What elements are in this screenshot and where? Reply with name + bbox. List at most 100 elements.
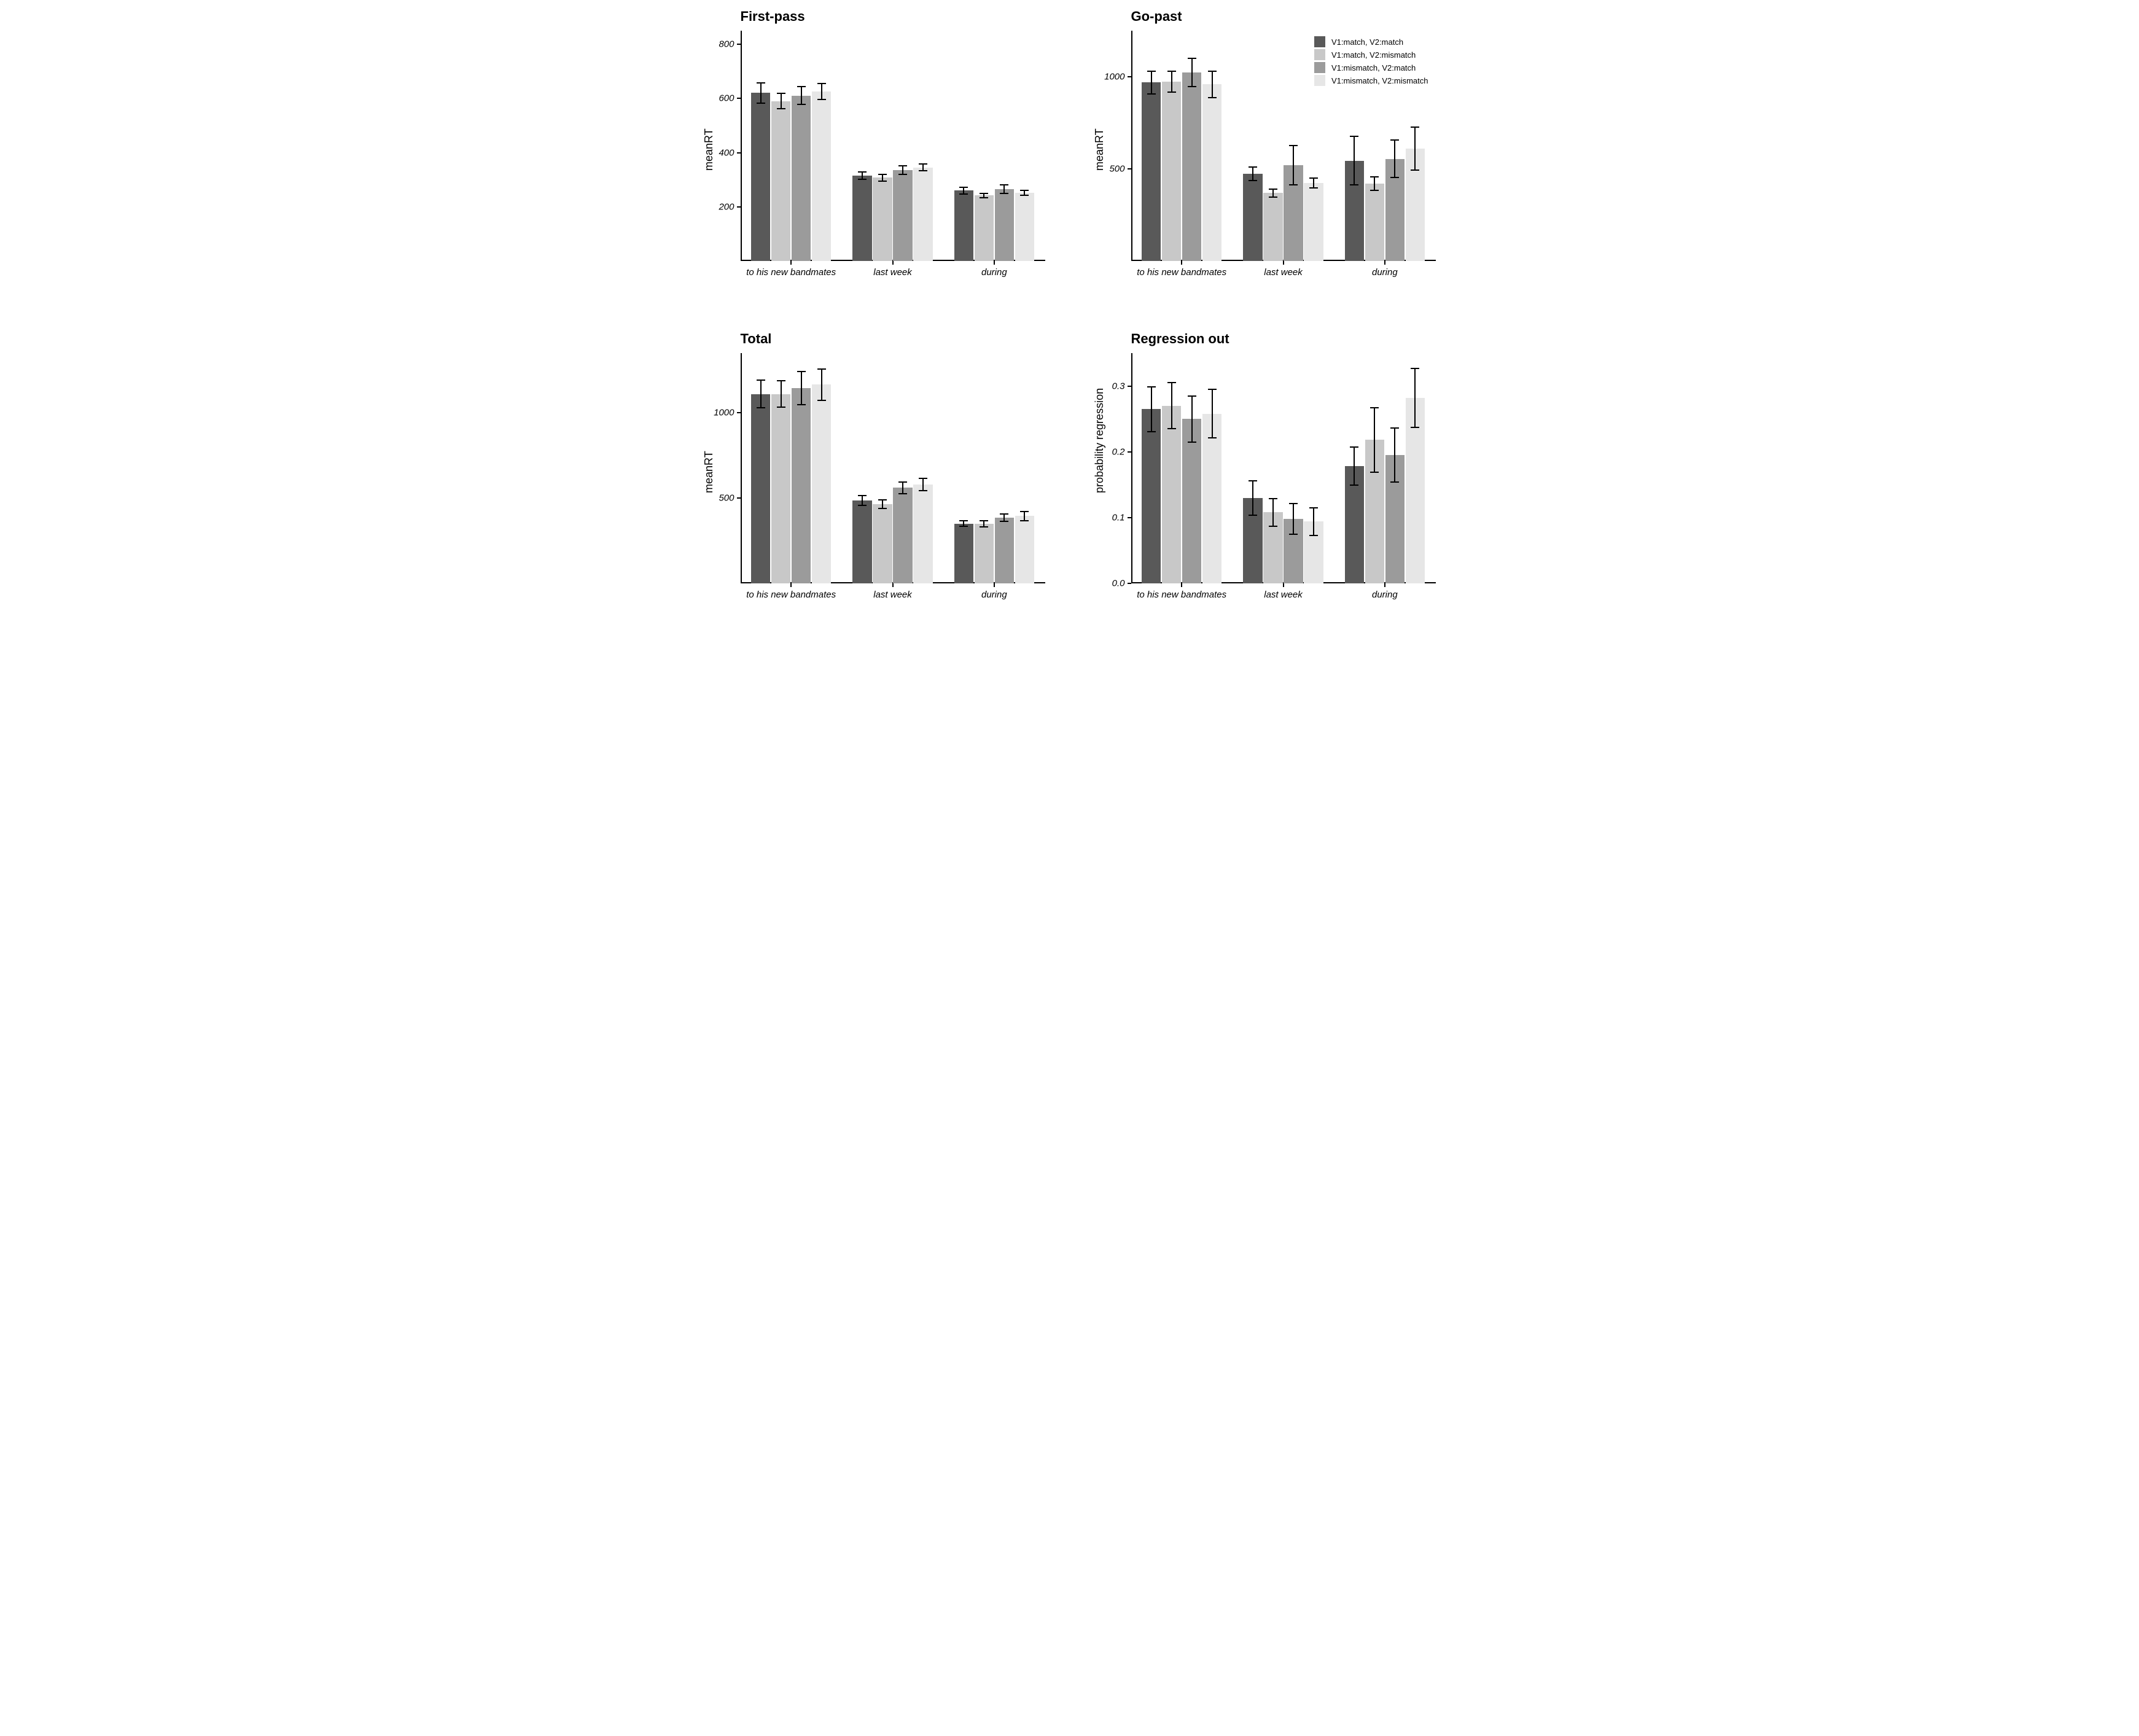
y-tick-label: 500 xyxy=(1109,164,1124,174)
x-tick-label: during xyxy=(981,590,1007,600)
y-axis-label: probability regression xyxy=(1093,387,1106,492)
x-tick xyxy=(1181,583,1182,587)
y-tick-label: 1000 xyxy=(1104,72,1124,82)
y-tick xyxy=(1128,76,1131,77)
y-tick-label: 0.0 xyxy=(1112,578,1125,589)
legend-label: V1:match, V2:mismatch xyxy=(1331,50,1416,60)
bar xyxy=(893,488,912,583)
error-bar xyxy=(1024,511,1025,521)
bar xyxy=(1182,419,1201,583)
error-bar xyxy=(801,371,802,405)
bar xyxy=(812,384,831,583)
plot-area: 0.00.10.20.3to his new bandmateslast wee… xyxy=(1131,353,1436,583)
error-bar xyxy=(1414,368,1416,429)
error-bar xyxy=(1313,177,1314,189)
legend-swatch xyxy=(1314,49,1325,60)
error-bar xyxy=(1354,446,1355,486)
x-tick-label: during xyxy=(981,267,1007,278)
bar xyxy=(852,176,871,261)
x-tick-label: to his new bandmates xyxy=(1137,590,1226,600)
bar xyxy=(1162,82,1181,262)
legend-swatch xyxy=(1314,75,1325,86)
bar xyxy=(1263,193,1282,261)
error-bar xyxy=(1394,427,1395,483)
error-bar xyxy=(1212,71,1213,98)
x-tick xyxy=(1181,261,1182,265)
error-bar xyxy=(983,193,984,198)
bar xyxy=(1015,516,1034,583)
x-tick-label: to his new bandmates xyxy=(1137,267,1226,278)
y-tick xyxy=(737,497,741,499)
x-tick-label: last week xyxy=(873,590,912,600)
legend-swatch xyxy=(1314,62,1325,73)
error-bar xyxy=(1354,136,1355,185)
error-bar xyxy=(922,478,924,491)
error-bar xyxy=(1003,184,1005,194)
x-tick xyxy=(892,261,894,265)
bar xyxy=(954,190,973,261)
x-tick-label: to his new bandmates xyxy=(746,590,836,600)
error-bar xyxy=(1293,503,1294,534)
legend-item: V1:match, V2:match xyxy=(1314,36,1428,47)
error-bar xyxy=(1414,127,1416,171)
error-bar xyxy=(1394,139,1395,178)
bar xyxy=(751,394,770,583)
bar xyxy=(995,189,1014,261)
y-axis-line xyxy=(741,31,742,261)
x-tick xyxy=(790,261,792,265)
x-tick xyxy=(1384,261,1385,265)
error-bar xyxy=(781,93,782,109)
error-bar xyxy=(1252,480,1253,516)
error-bar xyxy=(760,380,762,408)
error-bar xyxy=(1171,71,1172,93)
plot-area: 200400600800to his new bandmateslast wee… xyxy=(741,31,1045,261)
error-bar xyxy=(902,481,903,494)
panel-title: Total xyxy=(741,331,772,347)
x-tick-label: during xyxy=(1372,590,1398,600)
bar xyxy=(792,388,811,583)
y-tick xyxy=(737,152,741,154)
bar xyxy=(1202,84,1221,261)
x-tick-label: last week xyxy=(1264,590,1303,600)
legend-item: V1:mismatch, V2:mismatch xyxy=(1314,75,1428,86)
error-bar xyxy=(902,165,903,175)
bar xyxy=(873,177,892,261)
bar xyxy=(913,485,932,583)
error-bar xyxy=(882,499,883,510)
y-tick xyxy=(1128,386,1131,387)
legend-item: V1:match, V2:mismatch xyxy=(1314,49,1428,60)
x-tick xyxy=(994,583,995,587)
error-bar xyxy=(1191,58,1193,87)
y-axis-line xyxy=(1131,353,1132,583)
plot-area: 5001000to his new bandmateslast weekduri… xyxy=(741,353,1045,583)
y-tick-label: 0.3 xyxy=(1112,381,1125,391)
legend: V1:match, V2:match V1:match, V2:mismatch V… xyxy=(1309,32,1433,90)
error-bar xyxy=(1252,166,1253,181)
error-bar xyxy=(1171,382,1172,429)
y-tick-label: 600 xyxy=(719,93,734,104)
panel-title: Regression out xyxy=(1131,331,1229,347)
error-bar xyxy=(922,163,924,171)
legend-item: V1:mismatch, V2:match xyxy=(1314,62,1428,73)
bar xyxy=(1015,193,1034,261)
x-tick xyxy=(892,583,894,587)
panel-1: Go-pastmeanRT5001000to his new bandmates… xyxy=(1082,6,1448,298)
bar xyxy=(975,195,994,261)
x-tick xyxy=(1283,583,1284,587)
error-bar xyxy=(1272,498,1274,527)
error-bar xyxy=(1151,386,1152,432)
y-tick xyxy=(737,412,741,413)
y-tick xyxy=(1128,517,1131,518)
error-bar xyxy=(963,520,964,527)
legend-label: V1:mismatch, V2:match xyxy=(1331,63,1416,72)
bar xyxy=(751,93,770,261)
y-tick xyxy=(737,98,741,99)
bar xyxy=(995,518,1014,583)
y-tick xyxy=(737,206,741,208)
y-axis-line xyxy=(741,353,742,583)
x-tick-label: last week xyxy=(873,267,912,278)
bar xyxy=(975,524,994,583)
y-tick-label: 0.1 xyxy=(1112,512,1125,523)
error-bar xyxy=(821,368,822,401)
error-bar xyxy=(801,86,802,105)
